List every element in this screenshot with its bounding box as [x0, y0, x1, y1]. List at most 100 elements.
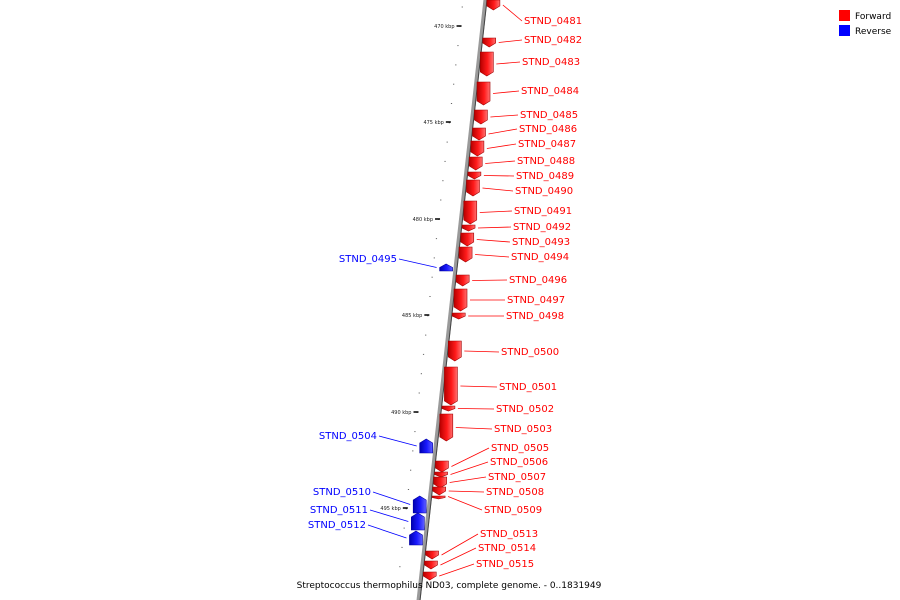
gene-feature[interactable]: [433, 476, 447, 489]
gene-leader-line: [502, 4, 523, 22]
gene-label[interactable]: STND_0507: [488, 472, 546, 483]
gene-feature[interactable]: [409, 530, 423, 546]
gene-label[interactable]: STND_0495: [339, 254, 397, 265]
genome-backbone-shadow: [419, 0, 488, 600]
legend-reverse-label: Reverse: [855, 27, 892, 37]
gene-feature[interactable]: [486, 0, 501, 11]
gene-label[interactable]: STND_0504: [319, 431, 377, 442]
gene-feature[interactable]: [432, 486, 447, 496]
gene-label[interactable]: STND_0506: [490, 457, 548, 468]
tick-label: 475 kbp: [423, 120, 443, 126]
tick-label: 470 kbp: [434, 24, 454, 30]
gene-leader-line: [451, 447, 490, 467]
legend: Forward Reverse: [839, 10, 892, 37]
gene-feature[interactable]: [441, 405, 456, 412]
gene-feature[interactable]: [474, 109, 488, 125]
gene-leader-line: [482, 187, 514, 192]
genome-backbone: [416, 0, 488, 600]
gene-label[interactable]: STND_0509: [484, 505, 542, 516]
gene-label[interactable]: STND_0492: [513, 222, 571, 233]
gene-leader-line: [441, 533, 479, 556]
gene-label[interactable]: STND_0503: [494, 424, 552, 435]
gene-leader-line: [492, 90, 520, 94]
gene-feature[interactable]: [444, 366, 458, 406]
gene-label[interactable]: STND_0488: [517, 156, 575, 167]
gene-leader-line: [476, 239, 511, 243]
gene-leader-line: [378, 435, 417, 447]
gene-label[interactable]: STND_0483: [522, 57, 580, 68]
gene-feature[interactable]: [422, 571, 437, 581]
gene-label[interactable]: STND_0489: [516, 171, 574, 182]
gene-label[interactable]: STND_0485: [520, 110, 578, 121]
gene-leader-line: [490, 114, 519, 118]
gene-feature[interactable]: [448, 340, 462, 362]
gene-feature[interactable]: [439, 413, 454, 442]
gene-feature[interactable]: [453, 288, 468, 312]
genome-caption: Streptococcus thermophilus ND03, complet…: [297, 581, 602, 591]
gene-label[interactable]: STND_0498: [506, 311, 564, 322]
gene-label[interactable]: STND_0487: [518, 139, 576, 150]
gene-feature[interactable]: [466, 179, 480, 197]
gene-label[interactable]: STND_0505: [491, 443, 549, 454]
gene-feature[interactable]: [458, 246, 473, 263]
gene-feature[interactable]: [435, 460, 449, 473]
gene-label[interactable]: STND_0500: [501, 347, 559, 358]
gene-label[interactable]: STND_0514: [478, 543, 536, 554]
gene-feature[interactable]: [412, 495, 427, 514]
gene-label[interactable]: STND_0490: [515, 186, 573, 197]
gene-label[interactable]: STND_0484: [521, 86, 579, 97]
gene-feature[interactable]: [455, 274, 470, 287]
gene-label[interactable]: STND_0481: [524, 16, 582, 27]
legend-forward-label: Forward: [855, 12, 891, 22]
gene-feature[interactable]: [468, 156, 483, 171]
gene-feature[interactable]: [419, 438, 434, 454]
gene-leader-line: [455, 427, 493, 430]
gene-label[interactable]: STND_0496: [509, 275, 567, 286]
gene-feature[interactable]: [439, 263, 453, 272]
gene-feature[interactable]: [425, 550, 439, 560]
gene-feature[interactable]: [431, 495, 446, 500]
gene-feature[interactable]: [467, 171, 482, 180]
gene-feature[interactable]: [461, 224, 476, 232]
gene-leader-line: [464, 350, 500, 353]
gene-feature[interactable]: [472, 127, 486, 141]
legend-reverse-swatch: [839, 25, 850, 36]
gene-label[interactable]: STND_0497: [507, 295, 565, 306]
gene-leader-line: [440, 547, 477, 566]
gene-leader-line: [372, 491, 411, 505]
tick-label: 490 kbp: [391, 410, 411, 416]
gene-feature[interactable]: [480, 51, 494, 77]
gene-feature[interactable]: [411, 512, 425, 531]
scale-ticks: 470 kbp 475 kbp 480 kbp 485 kbp 490 kbp 495 k…: [380, 24, 462, 512]
gene-leader-line: [398, 258, 437, 268]
gene-leader-line: [457, 408, 495, 410]
gene-leader-line: [447, 496, 483, 511]
gene-feature[interactable]: [434, 471, 448, 478]
gene-feature[interactable]: [482, 37, 497, 48]
gene-label[interactable]: STND_0515: [476, 559, 534, 570]
gene-label[interactable]: STND_0511: [310, 505, 368, 516]
gene-feature[interactable]: [451, 312, 466, 320]
gene-leader-line: [498, 39, 523, 43]
gene-label[interactable]: STND_0493: [512, 237, 570, 248]
gene-leader-line: [475, 254, 510, 258]
gene-label[interactable]: STND_0482: [524, 35, 582, 46]
gene-leader-line: [472, 279, 508, 281]
gene-feature[interactable]: [463, 200, 478, 225]
gene-label[interactable]: STND_0512: [308, 520, 366, 531]
gene-leader-line: [449, 476, 487, 483]
gene-label[interactable]: STND_0513: [480, 529, 538, 540]
gene-feature[interactable]: [476, 81, 491, 106]
gene-label[interactable]: STND_0494: [511, 252, 569, 263]
gene-feature[interactable]: [470, 140, 485, 157]
gene-feature[interactable]: [460, 232, 475, 247]
gene-label[interactable]: STND_0502: [496, 404, 554, 415]
gene-label[interactable]: STND_0508: [486, 487, 544, 498]
gene-label[interactable]: STND_0491: [514, 206, 572, 217]
gene-leader-line: [460, 385, 498, 388]
gene-label[interactable]: STND_0510: [313, 487, 371, 498]
gene-feature[interactable]: [424, 560, 438, 570]
gene-label[interactable]: STND_0501: [499, 382, 557, 393]
gene-label[interactable]: STND_0486: [519, 124, 577, 135]
